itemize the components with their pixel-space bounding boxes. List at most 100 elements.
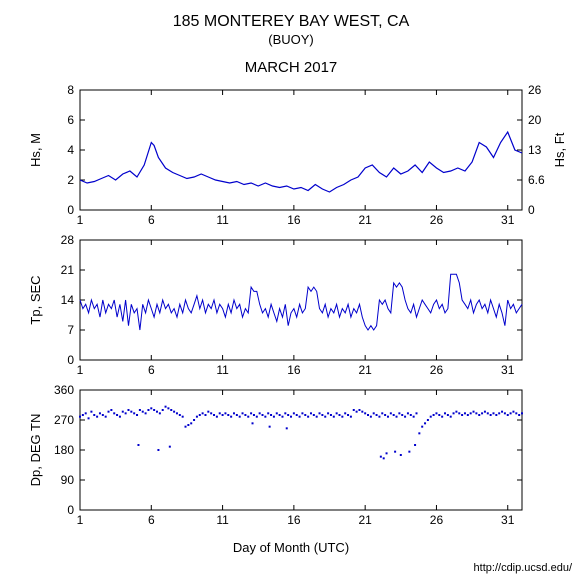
scatter-point	[185, 426, 187, 428]
scatter-point	[418, 432, 420, 434]
scatter-point	[478, 414, 480, 416]
scatter-point	[79, 416, 81, 418]
scatter-point	[507, 414, 509, 416]
scatter-point	[370, 416, 372, 418]
scatter-point	[407, 412, 409, 414]
title-main: 185 MONTEREY BAY WEST, CA	[173, 13, 410, 30]
title-month: MARCH 2017	[245, 59, 338, 76]
ytick-label: 8	[67, 83, 74, 97]
scatter-point	[386, 452, 388, 454]
scatter-point	[427, 419, 429, 421]
xtick-label: 31	[501, 213, 515, 227]
scatter-point	[364, 412, 366, 414]
ytick-label: 180	[54, 443, 74, 457]
source-url: http://cdip.ucsd.edu/	[474, 562, 573, 574]
scatter-point	[110, 409, 112, 411]
scatter-point	[361, 411, 363, 413]
scatter-point	[430, 416, 432, 418]
scatter-point	[213, 414, 215, 416]
xtick-label: 26	[430, 213, 444, 227]
panel-frame	[80, 390, 522, 510]
scatter-point	[250, 412, 252, 414]
scatter-point	[378, 416, 380, 418]
scatter-point	[256, 416, 258, 418]
scatter-point	[470, 412, 472, 414]
scatter-point	[414, 444, 416, 446]
scatter-point	[108, 411, 110, 413]
scatter-point	[324, 416, 326, 418]
ytick-label: 4	[67, 143, 74, 157]
xtick-label: 26	[430, 513, 444, 527]
scatter-point	[307, 416, 309, 418]
scatter-point	[398, 412, 400, 414]
scatter-point	[495, 414, 497, 416]
scatter-point	[279, 414, 281, 416]
scatter-point	[247, 416, 249, 418]
scatter-point	[321, 414, 323, 416]
scatter-point	[137, 444, 139, 446]
scatter-point	[239, 416, 241, 418]
scatter-point	[373, 412, 375, 414]
scatter-point	[384, 414, 386, 416]
scatter-point	[433, 414, 435, 416]
xtick-label: 21	[358, 513, 372, 527]
scatter-point	[415, 412, 417, 414]
ytick-label: 6	[67, 113, 74, 127]
scatter-point	[413, 416, 415, 418]
scatter-point	[387, 416, 389, 418]
scatter-point	[404, 416, 406, 418]
scatter-point	[173, 411, 175, 413]
scatter-point	[88, 417, 90, 419]
scatter-point	[136, 414, 138, 416]
scatter-point	[319, 412, 321, 414]
scatter-point	[193, 419, 195, 421]
ytick-label: 270	[54, 413, 74, 427]
scatter-point	[139, 409, 141, 411]
scatter-point	[316, 416, 318, 418]
xtick-label: 1	[77, 213, 84, 227]
scatter-point	[512, 411, 514, 413]
data-line	[80, 132, 522, 192]
scatter-point	[219, 412, 221, 414]
scatter-point	[350, 416, 352, 418]
scatter-point	[204, 414, 206, 416]
scatter-point	[187, 424, 189, 426]
scatter-point	[338, 414, 340, 416]
scatter-point	[458, 412, 460, 414]
scatter-point	[313, 414, 315, 416]
scatter-point	[281, 416, 283, 418]
scatter-point	[122, 411, 124, 413]
scatter-point	[179, 414, 181, 416]
chart-svg: 185 MONTEREY BAY WEST, CA(BUOY)MARCH 201…	[0, 0, 582, 581]
scatter-point	[252, 422, 254, 424]
scatter-point	[447, 414, 449, 416]
scatter-point	[435, 412, 437, 414]
scatter-point	[162, 409, 164, 411]
data-line	[80, 274, 522, 330]
scatter-point	[504, 412, 506, 414]
ytick-label: 14	[61, 293, 75, 307]
scatter-point	[159, 412, 161, 414]
scatter-point	[304, 414, 306, 416]
ytick-label: 21	[61, 263, 75, 277]
scatter-point	[216, 416, 218, 418]
scatter-point	[438, 414, 440, 416]
scatter-point	[125, 412, 127, 414]
scatter-point	[367, 414, 369, 416]
scatter-point	[127, 409, 129, 411]
scatter-point	[336, 412, 338, 414]
ylabel-left: Dp, DEG TN	[28, 414, 43, 487]
scatter-point	[376, 414, 378, 416]
scatter-point	[394, 451, 396, 453]
scatter-point	[170, 409, 172, 411]
xtick-label: 26	[430, 363, 444, 377]
scatter-point	[190, 422, 192, 424]
ytick-label: 360	[54, 383, 74, 397]
xtick-label: 1	[77, 513, 84, 527]
scatter-point	[410, 414, 412, 416]
scatter-point	[196, 416, 198, 418]
ytick-label: 28	[61, 233, 75, 247]
scatter-point	[393, 414, 395, 416]
scatter-point	[99, 412, 101, 414]
scatter-point	[290, 416, 292, 418]
